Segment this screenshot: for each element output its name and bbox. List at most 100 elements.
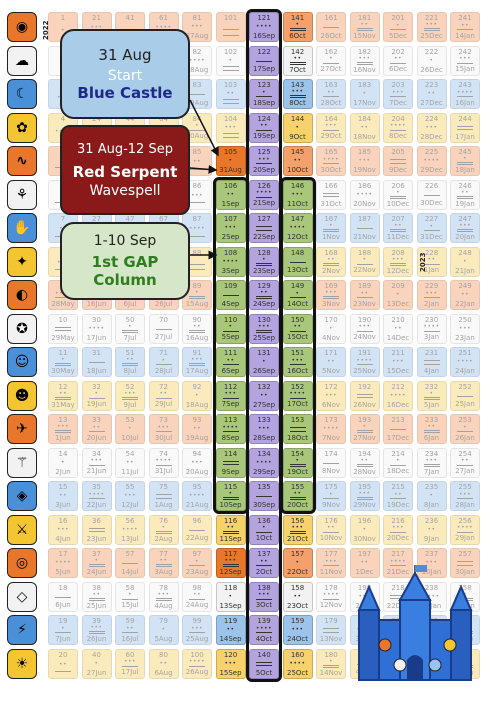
gregorian-date: 28Jul — [154, 366, 173, 375]
kin-number: 79 — [159, 617, 168, 625]
kin-cell: 93 •• 19Aug — [182, 414, 212, 444]
tone-bar — [222, 499, 239, 501]
tone-dots: •••• — [222, 423, 239, 431]
kin-cell: 171 •• 5Nov — [316, 347, 346, 377]
tone-dots: •••• — [289, 659, 306, 667]
tone-dots: •• — [226, 190, 235, 198]
kin-cell: 121 •••• 16Sep — [249, 12, 279, 42]
kin-number: 105 — [223, 148, 238, 156]
tone-bar — [323, 498, 339, 500]
gregorian-date: 11Jan — [421, 601, 442, 610]
kin-number: 193 — [357, 416, 372, 424]
kin-cell: 222 • 26Dec — [416, 45, 447, 76]
tone-dots: • — [94, 390, 99, 398]
tone-bar — [323, 565, 339, 567]
gregorian-date: 2Sep — [221, 233, 240, 241]
kin-cell: 57 14Jul — [115, 548, 145, 578]
tone-bar — [222, 29, 239, 31]
kin-number: 211 — [391, 349, 405, 357]
kin-cell: 97 • 23Aug — [182, 548, 212, 578]
kin-number: 141 — [290, 14, 305, 22]
kin-number: 1 — [60, 14, 66, 22]
tone-bar — [356, 432, 373, 434]
tone-bar — [256, 331, 272, 334]
kin-cell: 190 ••• 24Nov — [349, 313, 380, 344]
gregorian-date: 23Jun — [86, 534, 107, 543]
gregorian-date: 20Dec — [386, 534, 410, 543]
tone-bar — [356, 463, 373, 466]
tone-dots: •• — [259, 391, 269, 399]
tone-bar — [155, 431, 172, 433]
gregorian-date: 19Jun — [86, 400, 107, 409]
kin-number: 118 — [223, 583, 238, 592]
tone-bar — [222, 103, 239, 105]
kin-cell: 226 30Dec — [416, 179, 447, 210]
kin-cell: 30 •••• 17Jun — [81, 313, 112, 344]
kin-number: 99 — [192, 617, 202, 625]
tone-bar — [55, 363, 71, 365]
gregorian-date: 17Jun — [86, 333, 107, 342]
gregorian-date: 7Jul — [123, 333, 137, 342]
kin-cell: 208 ••• 12Dec — [383, 246, 413, 277]
gregorian-date: 20Aug — [185, 467, 209, 476]
tone-bar — [155, 494, 172, 496]
tone-dots: ••• — [257, 155, 271, 163]
tone-bar — [55, 432, 71, 434]
tone-dots: • — [228, 56, 233, 64]
tone-dots: ••• — [458, 490, 472, 498]
gregorian-date: 22Sep — [252, 233, 276, 241]
kin-number: 113 — [223, 416, 238, 424]
kin-cell: 235 • 8Jan — [416, 481, 447, 511]
kin-cell: 35 •••• 22Jun — [81, 481, 112, 511]
gregorian-date: 28Aug — [185, 65, 209, 74]
tone-dots: •• — [326, 358, 336, 365]
kin-number: 197 — [357, 550, 372, 558]
gregorian-date: 10Jan — [421, 568, 442, 576]
gregorian-date: 18Sep — [252, 98, 276, 107]
kin-cell: 112 ••• 7Sep — [215, 380, 246, 411]
tone-dots: • — [429, 389, 434, 397]
tone-bar — [323, 229, 339, 231]
kin-number: 47 — [125, 215, 135, 223]
tone-dots: • — [295, 289, 300, 297]
kin-cell: 106 •• 1Sep — [215, 179, 246, 210]
kin-cell: 32 • 19Jun — [81, 380, 112, 411]
gregorian-date: 23Sep — [252, 266, 276, 275]
kin-cell: 80 •• 6Aug — [148, 648, 179, 679]
yellow-seed-icon: ✿ — [7, 112, 37, 143]
tone-dots: •• — [125, 458, 135, 466]
kin-number: 173 — [324, 416, 338, 424]
kin-cell: 164 ••• 29Oct — [316, 112, 346, 143]
gregorian-date: 15Jul — [121, 601, 139, 610]
tone-dots: •••• — [322, 591, 340, 599]
tone-dots: •• — [460, 188, 470, 196]
kin-cell: 141 • 6Oct — [282, 12, 313, 42]
kin-number: 174 — [324, 449, 338, 458]
tone-dots: • — [194, 289, 200, 296]
tone-bar — [155, 566, 172, 568]
kin-cell: 60 ••• 17Jul — [115, 648, 145, 679]
gregorian-date: 21Aug — [185, 501, 209, 509]
gregorian-date: 10Dec — [386, 199, 410, 208]
tone-bar — [55, 365, 71, 367]
gregorian-date: 27Oct — [320, 65, 342, 74]
tone-bar — [323, 262, 339, 265]
blue-monkey-icon: ☺ — [7, 347, 37, 377]
tone-dots: ••• — [425, 559, 438, 566]
gregorian-date: 16Sep — [252, 32, 276, 40]
tone-dots: •• — [159, 557, 168, 564]
kin-number: 244 — [458, 114, 472, 123]
kin-number: 212 — [391, 382, 405, 391]
kin-number: 82 — [192, 47, 202, 56]
kin-cell: 10 29May — [48, 313, 78, 344]
kin-cell: 192 26Nov — [349, 380, 380, 411]
kin-number: 181 — [357, 14, 372, 22]
kin-number: 160 — [290, 650, 305, 659]
tone-bar — [423, 396, 440, 399]
gregorian-date: 24Nov — [353, 333, 376, 342]
tone-bar — [457, 531, 473, 534]
kin-cell: 76 • 2Aug — [148, 514, 179, 545]
kin-number: 150 — [290, 315, 305, 324]
kin-number: 213 — [391, 416, 405, 424]
kin-number: 136 — [257, 516, 271, 525]
